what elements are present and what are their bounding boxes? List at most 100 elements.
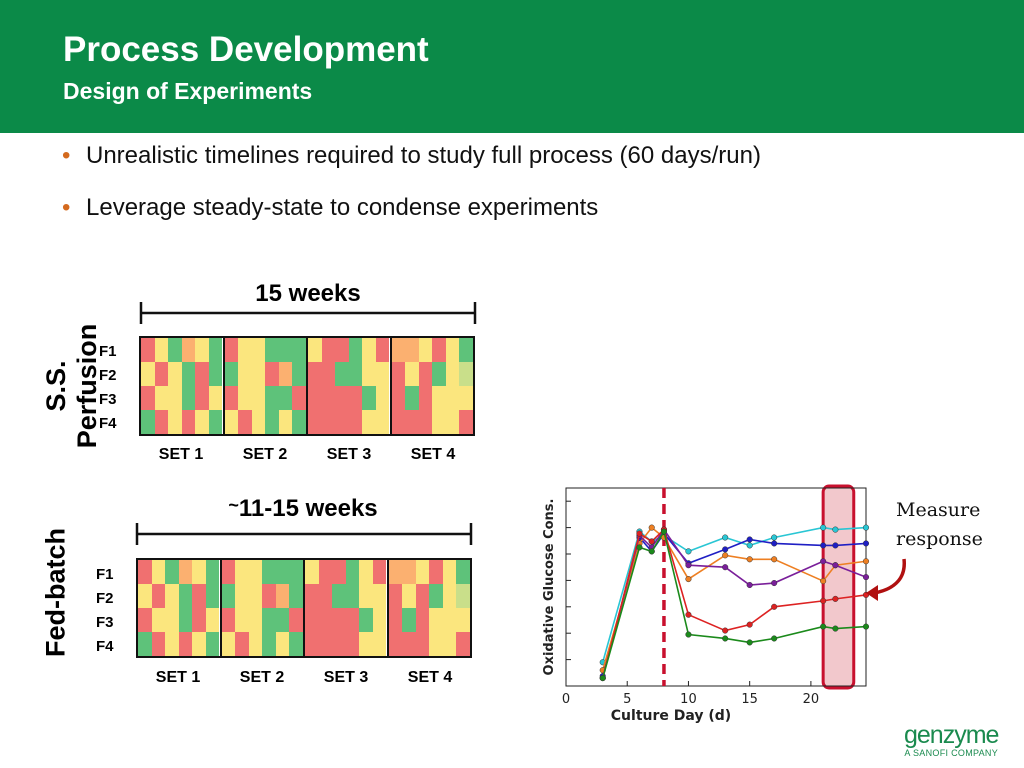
x-tick-label: 10: [680, 692, 697, 707]
heatmap-cell: [265, 338, 279, 362]
heatmap-cell: [332, 584, 346, 608]
heatmap-cell: [432, 362, 446, 386]
heatmap-cell: [181, 338, 196, 362]
fedbatch-span-bracket: [135, 523, 473, 545]
heatmap-cell: [251, 338, 266, 362]
heatmap-cell: [345, 632, 360, 656]
heatmap-set: [389, 338, 474, 434]
series-point: [746, 621, 753, 628]
heatmap-cell: [208, 338, 223, 362]
heatmap-cell: [224, 338, 239, 362]
heatmap-cell: [138, 584, 152, 608]
heatmap-cell: [221, 560, 236, 584]
heatmap-cell: [208, 362, 223, 386]
heatmap-cell: [289, 584, 303, 608]
set-label: SET 4: [410, 446, 456, 463]
heatmap-cell: [178, 632, 193, 656]
perfusion-heatmap: [139, 336, 475, 436]
heatmap-cell: [141, 386, 155, 410]
heatmap-cell: [235, 560, 249, 584]
heatmap-cell: [192, 560, 206, 584]
heatmap-cell: [208, 410, 223, 434]
heatmap-cell: [359, 584, 373, 608]
heatmap-cell: [151, 608, 166, 632]
heatmap-cell: [205, 560, 220, 584]
series-point: [648, 524, 655, 531]
series-point: [771, 534, 778, 541]
heatmap-cell: [235, 608, 249, 632]
heatmap-cell: [248, 632, 263, 656]
heatmap-cell: [388, 608, 403, 632]
feed-label: F1: [99, 343, 117, 360]
heatmap-cell: [265, 362, 279, 386]
x-tick-label: 5: [623, 692, 631, 707]
heatmap-cell: [205, 608, 220, 632]
series-point: [685, 631, 692, 638]
heatmap-cell: [348, 338, 363, 362]
heatmap-cell: [278, 410, 293, 434]
heatmap-cell: [402, 584, 416, 608]
heatmap-cell: [442, 584, 457, 608]
heatmap-cell: [178, 608, 193, 632]
heatmap-cell: [195, 386, 209, 410]
heatmap-cell: [318, 632, 333, 656]
heatmap-cell: [141, 338, 155, 362]
heatmap-cell: [415, 632, 430, 656]
set-label: SET 3: [323, 669, 369, 686]
heatmap-cell: [221, 608, 236, 632]
heatmap-cell: [151, 632, 166, 656]
series-point: [599, 675, 606, 682]
heatmap-cell: [459, 338, 473, 362]
set-label: SET 2: [239, 669, 285, 686]
series-point: [862, 524, 870, 531]
heatmap-cell: [348, 410, 363, 434]
annotation-line2: response: [896, 528, 983, 550]
series-point: [820, 542, 827, 549]
heatmap-cell: [442, 560, 457, 584]
heatmap-cell: [238, 410, 252, 434]
heatmap-cell: [308, 386, 322, 410]
heatmap-cell: [275, 560, 290, 584]
x-axis-label: Culture Day (d): [611, 708, 731, 724]
heatmap-cell: [168, 362, 182, 386]
series-point: [771, 540, 778, 547]
heatmap-cell: [248, 584, 263, 608]
series-point: [685, 576, 692, 583]
heatmap-cell: [265, 410, 279, 434]
heatmap-cell: [445, 362, 460, 386]
heatmap-cell: [238, 362, 252, 386]
series-point: [746, 639, 753, 646]
heatmap-cell: [459, 386, 473, 410]
heatmap-cell: [141, 362, 155, 386]
heatmap-cell: [192, 632, 206, 656]
heatmap-cell: [292, 386, 306, 410]
heatmap-cell: [141, 410, 155, 434]
heatmap-cell: [456, 608, 470, 632]
series-point: [636, 530, 643, 537]
heatmap-cell: [335, 410, 349, 434]
heatmap-cell: [168, 410, 182, 434]
heatmap-cell: [375, 386, 390, 410]
series-point: [771, 635, 778, 642]
set-label: SET 4: [407, 669, 453, 686]
heatmap-cell: [195, 410, 209, 434]
series-point: [746, 536, 753, 543]
heatmap-set: [222, 338, 307, 434]
heatmap-cell: [388, 560, 403, 584]
heatmap-cell: [205, 584, 220, 608]
heatmap-cell: [224, 410, 239, 434]
series-point: [636, 544, 643, 551]
heatmap-cell: [345, 584, 360, 608]
series-point: [722, 546, 729, 553]
heatmap-cell: [262, 584, 276, 608]
fedbatch-feed-labels: F1 F2 F3 F4: [96, 563, 114, 659]
feed-label: F3: [99, 391, 117, 408]
x-tick-label: 15: [741, 692, 758, 707]
fedbatch-set-labels: SET 1 SET 2 SET 3 SET 4: [136, 669, 472, 687]
heatmap-cell: [372, 632, 387, 656]
heatmap-cell: [391, 386, 406, 410]
feed-label: F1: [96, 566, 114, 583]
approx-tilde: ~: [228, 495, 239, 515]
series-point: [722, 552, 729, 559]
heatmap-set: [141, 338, 223, 434]
